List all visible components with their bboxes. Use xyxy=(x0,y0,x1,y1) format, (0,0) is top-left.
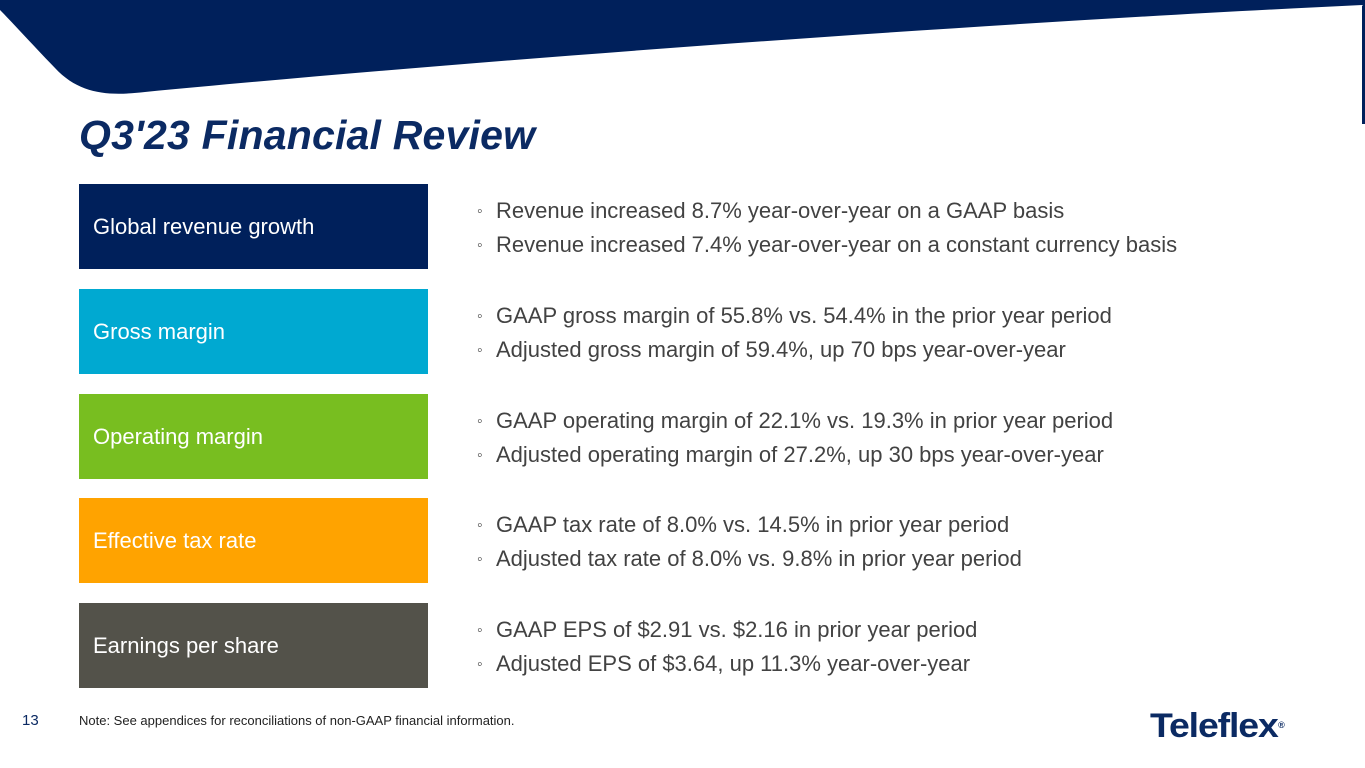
bullet-text: GAAP EPS of $2.91 vs. $2.16 in prior yea… xyxy=(496,617,978,642)
bullet-glyph: ◦ xyxy=(477,517,483,534)
bullet-item: ◦ Adjusted gross margin of 59.4%, up 70 b… xyxy=(477,333,1112,367)
bullet-glyph: ◦ xyxy=(477,656,483,673)
footnote: Note: See appendices for reconciliations… xyxy=(79,713,515,728)
bullet-glyph: ◦ xyxy=(477,622,483,639)
bullet-glyph: ◦ xyxy=(477,413,483,430)
bullet-text: Adjusted EPS of $3.64, up 11.3% year-ove… xyxy=(496,651,971,676)
header-band xyxy=(0,0,1365,124)
header-edge-accent xyxy=(1362,6,1365,124)
bullet-item: ◦ Adjusted tax rate of 8.0% vs. 9.8% in p… xyxy=(477,542,1022,576)
metric-row-tax-rate: Effective tax rate ◦ GAAP tax rate of 8.0… xyxy=(79,498,1279,583)
metric-bullets-eps: ◦ GAAP EPS of $2.91 vs. $2.16 in prior ye… xyxy=(477,613,977,681)
bullet-item: ◦ Adjusted operating margin of 27.2%, up … xyxy=(477,438,1113,472)
metric-label-eps: Earnings per share xyxy=(79,603,428,688)
metric-label-revenue: Global revenue growth xyxy=(79,184,428,269)
bullet-item: ◦ GAAP gross margin of 55.8% vs. 54.4% in… xyxy=(477,299,1112,333)
page-number: 13 xyxy=(22,712,39,729)
metric-label-operating-margin: Operating margin xyxy=(79,394,428,479)
bullet-glyph: ◦ xyxy=(477,308,483,325)
bullet-item: ◦ Revenue increased 8.7% year-over-year o… xyxy=(477,194,1177,228)
metric-row-operating-margin: Operating margin ◦ GAAP operating margin … xyxy=(79,394,1279,479)
bullet-item: ◦ Adjusted EPS of $3.64, up 11.3% year-ov… xyxy=(477,647,977,681)
bullet-text: GAAP tax rate of 8.0% vs. 14.5% in prior… xyxy=(496,512,1010,537)
bullet-text: Revenue increased 7.4% year-over-year on… xyxy=(496,232,1178,257)
metric-bullets-tax-rate: ◦ GAAP tax rate of 8.0% vs. 14.5% in prio… xyxy=(477,508,1022,576)
page-title: Q3'23 Financial Review xyxy=(79,112,536,158)
bullet-text: Adjusted operating margin of 27.2%, up 3… xyxy=(496,442,1104,467)
metric-row-revenue: Global revenue growth ◦ Revenue increased… xyxy=(79,184,1279,269)
metric-label-tax-rate: Effective tax rate xyxy=(79,498,428,583)
metric-row-gross-margin: Gross margin ◦ GAAP gross margin of 55.8%… xyxy=(79,289,1279,374)
bullet-item: ◦ GAAP EPS of $2.91 vs. $2.16 in prior ye… xyxy=(477,613,977,647)
bullet-item: ◦ Revenue increased 7.4% year-over-year o… xyxy=(477,228,1177,262)
bullet-item: ◦ GAAP operating margin of 22.1% vs. 19.3… xyxy=(477,404,1113,438)
bullet-glyph: ◦ xyxy=(477,447,483,464)
bullet-text: GAAP operating margin of 22.1% vs. 19.3%… xyxy=(496,408,1114,433)
metric-row-eps: Earnings per share ◦ GAAP EPS of $2.91 vs… xyxy=(79,603,1279,688)
bullet-text: GAAP gross margin of 55.8% vs. 54.4% in … xyxy=(496,303,1112,328)
metric-bullets-gross-margin: ◦ GAAP gross margin of 55.8% vs. 54.4% in… xyxy=(477,299,1112,367)
bullet-text: Revenue increased 8.7% year-over-year on… xyxy=(496,198,1065,223)
metric-bullets-operating-margin: ◦ GAAP operating margin of 22.1% vs. 19.3… xyxy=(477,404,1113,472)
bullet-glyph: ◦ xyxy=(477,237,483,254)
registered-mark: ® xyxy=(1278,720,1285,730)
logo-wordmark: Teleflex xyxy=(1150,707,1279,745)
bullet-text: Adjusted gross margin of 59.4%, up 70 bp… xyxy=(496,337,1066,362)
bullet-item: ◦ GAAP tax rate of 8.0% vs. 14.5% in prio… xyxy=(477,508,1022,542)
header-swoosh xyxy=(0,0,1365,94)
metric-label-gross-margin: Gross margin xyxy=(79,289,428,374)
bullet-glyph: ◦ xyxy=(477,203,483,220)
bullet-glyph: ◦ xyxy=(477,551,483,568)
bullet-text: Adjusted tax rate of 8.0% vs. 9.8% in pr… xyxy=(496,546,1022,571)
teleflex-logo: Teleflex ® xyxy=(1150,706,1285,746)
metric-bullets-revenue: ◦ Revenue increased 8.7% year-over-year o… xyxy=(477,194,1177,262)
bullet-glyph: ◦ xyxy=(477,342,483,359)
